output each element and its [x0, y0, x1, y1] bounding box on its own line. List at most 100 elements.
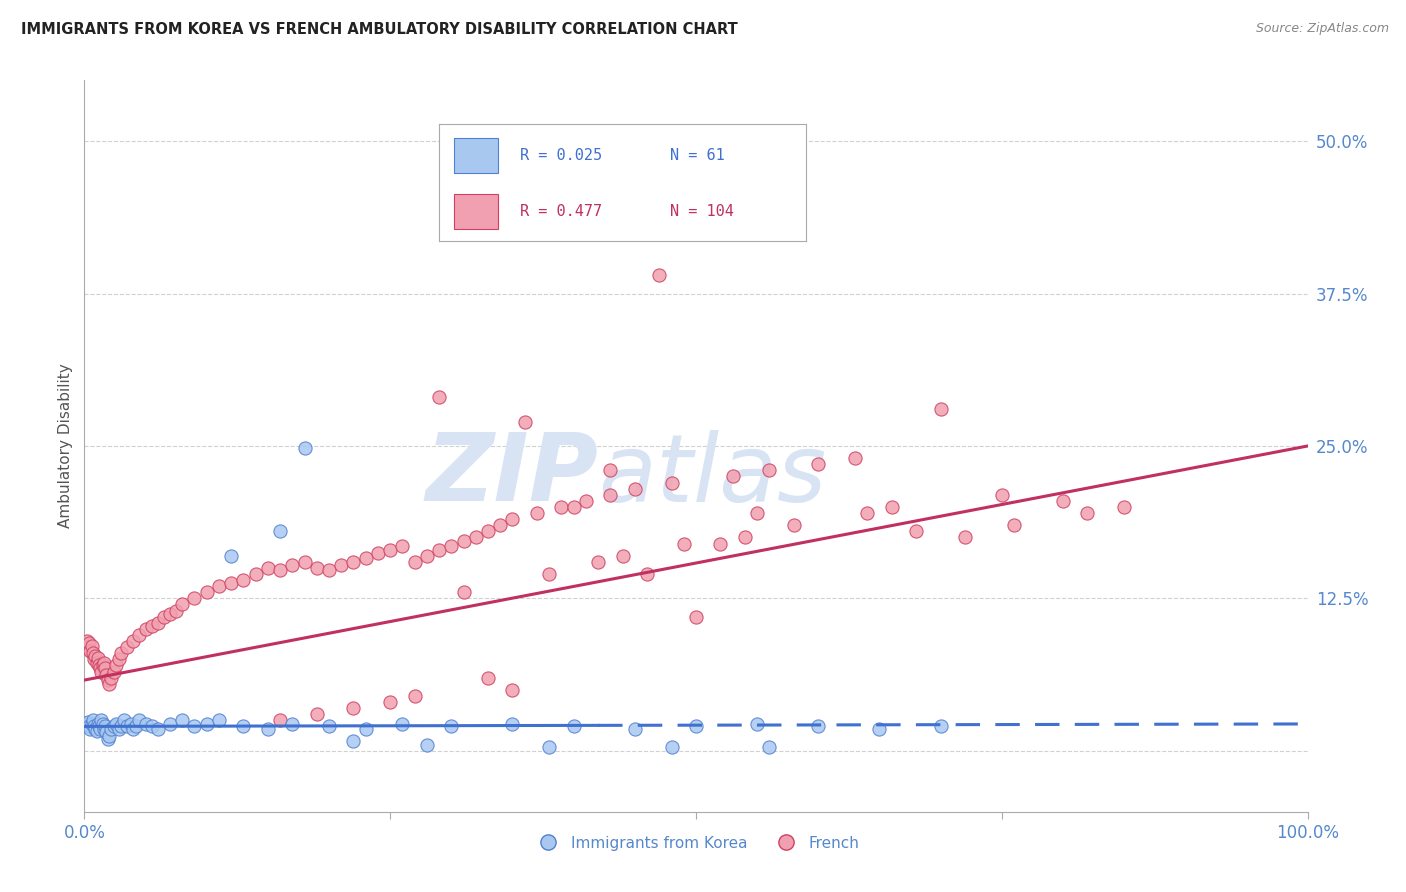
Point [612, 549, 634, 563]
Point [97, 729, 120, 743]
Point [100, 722, 122, 736]
Point [172, 714, 194, 728]
Point [159, 607, 181, 622]
Point [391, 539, 413, 553]
Point [404, 689, 426, 703]
Point [97, 731, 120, 746]
Point [112, 714, 135, 728]
Point [575, 494, 598, 508]
Point [354, 551, 377, 566]
Point [269, 524, 291, 539]
Legend: Immigrants from Korea, French: Immigrants from Korea, French [526, 830, 866, 856]
Point [122, 722, 145, 736]
Point [807, 719, 830, 733]
Point [257, 722, 280, 736]
Point [354, 722, 377, 736]
Point [93, 722, 115, 736]
Point [103, 665, 125, 679]
Point [159, 717, 181, 731]
Point [636, 567, 658, 582]
Point [624, 482, 647, 496]
Point [165, 604, 187, 618]
Point [685, 719, 707, 733]
Point [464, 530, 486, 544]
Point [477, 671, 499, 685]
Point [281, 717, 304, 731]
Point [97, 673, 120, 687]
Point [83, 652, 105, 666]
Point [80, 639, 103, 653]
Point [661, 475, 683, 490]
Point [141, 619, 163, 633]
Point [550, 500, 572, 514]
Point [87, 658, 110, 673]
Point [562, 500, 585, 514]
Point [502, 717, 524, 731]
Point [77, 719, 100, 733]
Point [141, 719, 163, 733]
Point [245, 567, 267, 582]
Point [294, 442, 316, 456]
Point [79, 644, 101, 658]
Point [110, 719, 132, 733]
Point [82, 714, 104, 728]
Point [305, 561, 328, 575]
Point [80, 717, 103, 731]
Point [758, 463, 780, 477]
Point [87, 719, 110, 733]
Point [183, 719, 205, 733]
Point [477, 524, 499, 539]
Point [1076, 506, 1098, 520]
Point [115, 640, 138, 655]
Point [77, 714, 100, 729]
Point [1052, 494, 1074, 508]
Point [929, 402, 952, 417]
Point [404, 555, 426, 569]
Point [562, 719, 585, 733]
Point [76, 634, 98, 648]
Point [427, 542, 450, 557]
Point [453, 534, 475, 549]
Point [330, 558, 353, 573]
Point [672, 536, 695, 550]
Point [758, 740, 780, 755]
Point [342, 701, 364, 715]
Point [380, 695, 402, 709]
Text: atlas: atlas [598, 430, 827, 521]
Point [929, 719, 952, 733]
Point [120, 717, 142, 731]
Point [96, 668, 118, 682]
Point [661, 740, 683, 755]
Point [648, 268, 671, 283]
Point [219, 549, 242, 563]
Point [93, 656, 115, 670]
Point [416, 738, 439, 752]
Point [783, 518, 806, 533]
Point [905, 524, 928, 539]
Point [110, 646, 132, 660]
Point [91, 717, 114, 731]
Point [76, 717, 98, 731]
Point [685, 609, 707, 624]
Point [269, 714, 291, 728]
Point [172, 598, 194, 612]
Point [125, 719, 148, 733]
Point [77, 636, 100, 650]
Point [87, 717, 110, 731]
Point [84, 648, 107, 663]
Point [502, 512, 524, 526]
Point [342, 734, 364, 748]
Point [146, 722, 169, 736]
Point [342, 555, 364, 569]
Point [453, 585, 475, 599]
Point [153, 609, 176, 624]
Point [107, 722, 129, 736]
Point [526, 506, 548, 520]
Point [100, 671, 122, 685]
Point [513, 415, 536, 429]
Point [135, 717, 157, 731]
Point [208, 714, 231, 728]
Point [721, 469, 744, 483]
Point [219, 575, 242, 590]
Point [107, 652, 129, 666]
